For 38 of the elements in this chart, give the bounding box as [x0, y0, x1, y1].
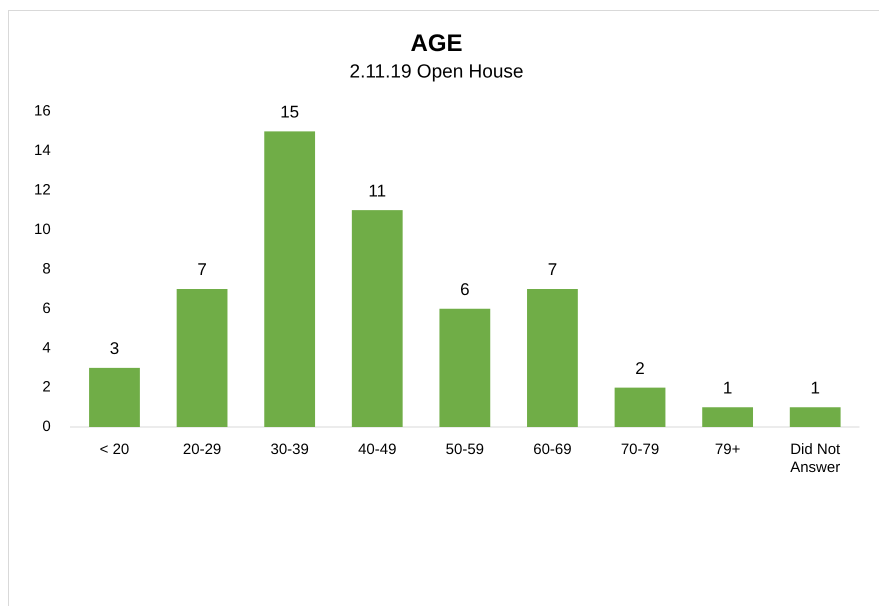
- data-label: 3: [110, 339, 120, 358]
- bar: [702, 407, 754, 427]
- x-tick-label: 70-79: [620, 441, 660, 458]
- data-label: 7: [548, 260, 558, 280]
- y-tick-label: 14: [34, 142, 51, 160]
- data-label: 15: [280, 102, 300, 122]
- x-tick-label: 20-29: [182, 441, 222, 458]
- y-tick-label: 8: [42, 260, 51, 278]
- data-label: 2: [635, 358, 645, 378]
- bar: [176, 289, 228, 427]
- data-label: 1: [722, 378, 732, 398]
- chart-subtitle: 2.11.19 Open House: [350, 61, 524, 82]
- bar: [89, 368, 140, 427]
- y-tick-label: 12: [34, 182, 51, 199]
- x-tick-label: 79+: [714, 441, 741, 458]
- y-tick-label: 10: [34, 221, 51, 238]
- bar: [614, 388, 666, 427]
- y-tick-label: 16: [34, 102, 51, 120]
- x-tick-label: < 20: [100, 441, 130, 458]
- x-tick-label: 50-59: [446, 441, 484, 458]
- data-label: 7: [197, 260, 207, 280]
- x-tick-label: 60-69: [533, 441, 572, 458]
- bar: [352, 210, 403, 427]
- data-label: 1: [810, 378, 820, 398]
- data-label: 6: [460, 280, 470, 299]
- x-tick-label: 30-39: [270, 441, 309, 458]
- y-tick-label: 4: [42, 339, 51, 356]
- x-tick-label: Did Not Answer: [790, 441, 842, 476]
- y-tick-label: 6: [42, 300, 51, 317]
- bar: [264, 131, 316, 427]
- bar: [527, 289, 578, 427]
- data-label: 11: [368, 181, 386, 200]
- y-tick-label: 2: [42, 378, 51, 396]
- y-tick-label: 0: [42, 418, 51, 436]
- bar: [439, 308, 490, 427]
- chart-title: AGE: [410, 30, 463, 58]
- x-tick-label: 40-49: [358, 441, 396, 458]
- bar: [790, 407, 841, 427]
